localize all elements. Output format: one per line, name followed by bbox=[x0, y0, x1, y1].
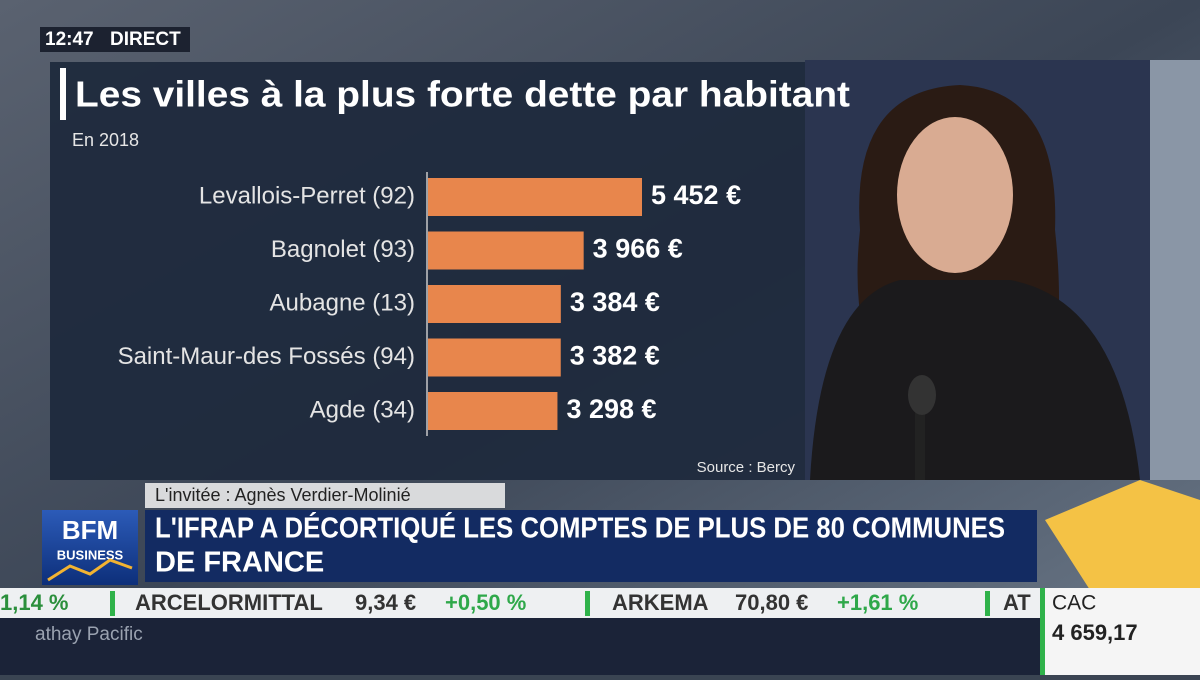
studio-light bbox=[1045, 480, 1200, 590]
bar bbox=[428, 392, 558, 430]
headline-line: DE FRANCE bbox=[155, 547, 324, 579]
news-bar bbox=[0, 618, 1040, 675]
category-label: Agde (34) bbox=[310, 396, 415, 423]
ticker-divider bbox=[985, 591, 990, 616]
studio-wall bbox=[1150, 60, 1200, 480]
category-label: Saint-Maur-des Fossés (94) bbox=[118, 343, 415, 370]
ticker-item: +0,50 % bbox=[445, 590, 526, 615]
index-box bbox=[1040, 588, 1200, 675]
index-accent bbox=[1040, 588, 1045, 675]
category-label: Levallois-Perret (92) bbox=[199, 182, 415, 209]
value-label: 3 382 € bbox=[570, 341, 660, 371]
value-label: 3 298 € bbox=[566, 394, 656, 424]
clock: 12:47 bbox=[45, 29, 94, 50]
category-label: Aubagne (13) bbox=[270, 289, 415, 316]
logo-curve bbox=[47, 558, 133, 582]
value-label: 3 966 € bbox=[593, 234, 683, 264]
ticker-items: 1,14 % ARCELORMITTAL 9,34 € +0,50 % ARKEMA 70… bbox=[0, 590, 1031, 616]
bar bbox=[428, 231, 584, 270]
bar bbox=[428, 285, 561, 323]
logo-text: BFM bbox=[62, 515, 118, 545]
headline-line: L'IFRAP A DÉCORTIQUÉ LES COMPTES DE PLUS… bbox=[155, 511, 1005, 545]
news-text: athay Pacific bbox=[35, 624, 143, 645]
guest-figure bbox=[810, 85, 1140, 480]
ticker-divider bbox=[110, 591, 115, 616]
guest-name: L'invitée : Agnès Verdier-Molinié bbox=[155, 485, 411, 505]
ticker-item: 9,34 € bbox=[355, 590, 416, 615]
value-label: 3 384 € bbox=[570, 287, 660, 317]
headline-banner bbox=[145, 510, 1037, 582]
ticker-item: AT bbox=[1003, 590, 1031, 615]
live-badge bbox=[40, 27, 190, 52]
chart-subtitle: En 2018 bbox=[72, 130, 139, 150]
ticker-item: +1,61 % bbox=[837, 590, 918, 615]
bar bbox=[428, 178, 642, 216]
chart-source: Source : Bercy bbox=[697, 459, 796, 476]
index-name: CAC bbox=[1052, 592, 1096, 615]
logo-text: BUSINESS bbox=[57, 547, 124, 562]
ticker-item: 1,14 % bbox=[0, 590, 69, 615]
category-label: Bagnolet (93) bbox=[271, 236, 415, 263]
ticker-bar bbox=[0, 588, 1040, 618]
value-label: 5 452 € bbox=[651, 180, 741, 210]
index-value: 4 659,17 bbox=[1052, 620, 1138, 645]
bar-group: Levallois-Perret (92) 5 452 € Bagnolet (93… bbox=[118, 178, 741, 430]
ticker-item: 70,80 € bbox=[735, 590, 808, 615]
chart-title: Les villes à la plus forte dette par hab… bbox=[75, 74, 850, 115]
live-label: DIRECT bbox=[110, 29, 181, 50]
ticker-item: ARCELORMITTAL bbox=[135, 590, 323, 615]
guest-banner bbox=[145, 483, 505, 508]
bar bbox=[428, 338, 561, 377]
title-accent bbox=[60, 68, 66, 120]
ticker-divider bbox=[585, 591, 590, 616]
ticker-item: ARKEMA bbox=[612, 590, 709, 615]
